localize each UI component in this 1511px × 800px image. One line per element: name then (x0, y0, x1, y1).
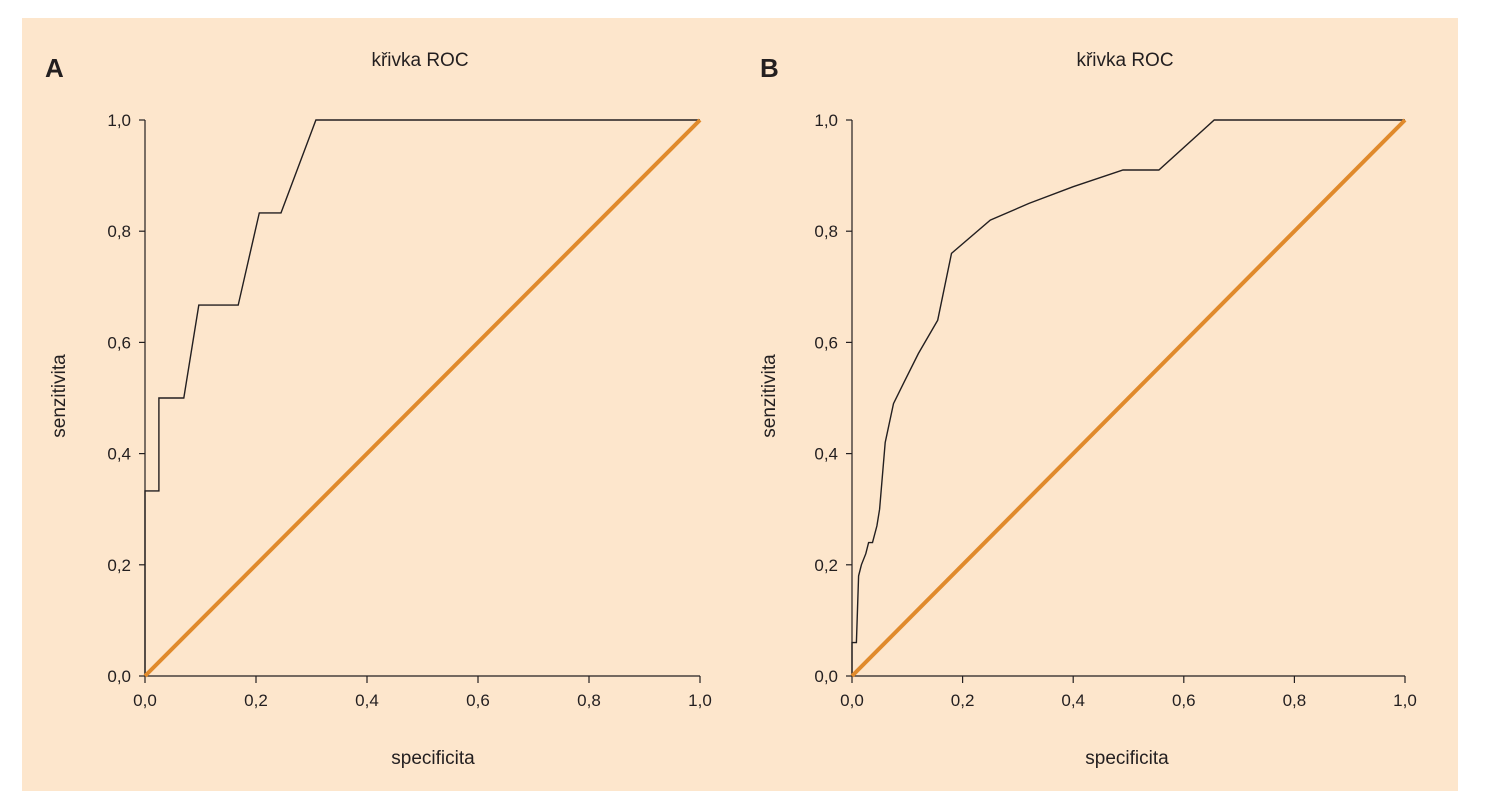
y-tick-label-a: 0,8 (107, 222, 131, 241)
roc-curve-a (144, 119, 700, 676)
y-tick-label-b: 1,0 (814, 111, 838, 130)
reference-diagonal-b (850, 118, 1407, 678)
y-axis-label-a: senzitivita (49, 354, 70, 438)
plot-area-b: 0,0 0,2 0,4 0,6 0,8 1,0 0,0 0,2 0,4 0,6 0,8 1,0 (814, 111, 1416, 710)
x-tick-label-b: 1,0 (1393, 691, 1417, 710)
x-tick-label-b: 0,6 (1172, 691, 1196, 710)
x-tick-label-a: 0,4 (355, 691, 379, 710)
chart-title-a: křivka ROC (371, 50, 468, 71)
x-tick-label-b: 0,0 (840, 691, 864, 710)
x-tick-label-a: 0,2 (244, 691, 268, 710)
plot-area-a: 0,0 0,2 0,4 0,6 0,8 1,0 0,0 0,2 0,4 0,6 0,8 1,0 (107, 111, 711, 710)
y-tick-label-a: 0,0 (107, 667, 131, 686)
panel-letter-b: B (760, 53, 779, 83)
y-tick-label-b: 0,0 (814, 667, 838, 686)
x-axis-label-a: specificita (391, 748, 475, 769)
x-tick-label-a: 0,0 (133, 691, 157, 710)
y-tick-label-b: 0,2 (814, 556, 838, 575)
x-tick-label-a: 1,0 (688, 691, 712, 710)
x-tick-label-b: 0,2 (951, 691, 975, 710)
figure-panel (22, 18, 1458, 791)
x-tick-label-b: 0,4 (1061, 691, 1085, 710)
x-tick-label-b: 0,8 (1283, 691, 1307, 710)
y-tick-label-a: 0,2 (107, 556, 131, 575)
reference-diagonal-a (143, 118, 702, 678)
y-tick-label-b: 0,4 (814, 445, 838, 464)
y-axis-label-b: senzitivita (759, 354, 780, 438)
chart-title-b: křivka ROC (1076, 50, 1173, 71)
x-axis-label-b: specificita (1085, 748, 1169, 769)
panel-letter-a: A (45, 53, 64, 83)
x-tick-label-a: 0,6 (466, 691, 490, 710)
y-tick-label-b: 0,8 (814, 222, 838, 241)
y-tick-label-a: 0,6 (107, 333, 131, 352)
y-tick-label-a: 0,4 (107, 445, 131, 464)
x-tick-label-a: 0,8 (577, 691, 601, 710)
roc-curve-b (851, 119, 1405, 676)
y-tick-label-a: 1,0 (107, 111, 131, 130)
y-tick-label-b: 0,6 (814, 333, 838, 352)
